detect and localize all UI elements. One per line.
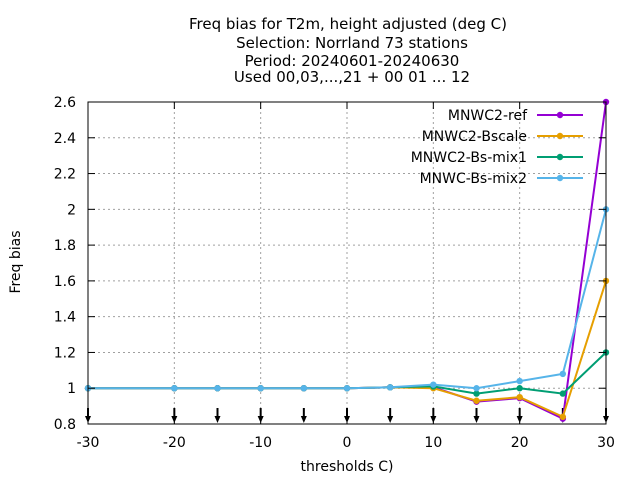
x-tick-labels: -30 -20 -10 0 10 20 30 — [77, 435, 615, 451]
chart-title: Freq bias for T2m, height adjusted (deg … — [189, 15, 507, 86]
y-tick-label: 1.8 — [54, 238, 76, 254]
x-tick-label: 0 — [343, 435, 352, 451]
series-1-point — [516, 393, 523, 401]
x-tick-label: -10 — [249, 435, 272, 451]
y-tick-label: 2.2 — [54, 167, 76, 183]
y-tick-label: 2.4 — [54, 131, 76, 147]
y-tick-label: 1.4 — [54, 310, 76, 326]
x-tick-label: 20 — [511, 435, 529, 451]
x-tick-label: -30 — [77, 435, 100, 451]
y-tick-label: 0.8 — [54, 417, 76, 433]
legend-swatch-point — [556, 174, 564, 182]
legend-label: MNWC-Bs-mix2 — [420, 171, 527, 187]
x-tick-label: -20 — [163, 435, 186, 451]
legend: MNWC2-ref MNWC2-Bscale MNWC2-Bs-mix1 MNWC-B… — [411, 108, 583, 187]
series-3-point — [430, 381, 437, 388]
title-line-3: Period: 20240601-20240630 — [245, 52, 460, 70]
series-lines — [84, 98, 610, 422]
series-1-point — [559, 413, 567, 421]
legend-swatch-point — [556, 153, 564, 161]
y-tick-label: 1.6 — [54, 274, 76, 290]
threshold-marker-arrow — [387, 416, 394, 423]
threshold-marker-arrow — [473, 416, 480, 423]
series-3-point — [559, 370, 567, 378]
legend-label: MNWC2-Bs-mix1 — [411, 150, 527, 166]
grid-lines — [88, 102, 606, 424]
y-tick-label: 2.6 — [54, 95, 76, 111]
legend-label: MNWC2-ref — [448, 108, 528, 124]
series-3-point — [473, 385, 480, 392]
series-line-3 — [88, 209, 607, 390]
y-tick-label: 2 — [67, 202, 76, 218]
legend-swatch-point — [556, 111, 564, 119]
threshold-marker-arrow — [214, 416, 221, 423]
series-2-point — [516, 385, 523, 392]
y-axis-label: Freq bias — [8, 230, 24, 293]
x-tick-label: 30 — [597, 435, 615, 451]
x-axis-label: thresholds C) — [301, 459, 394, 475]
series-3-point — [343, 385, 351, 392]
series-2-point — [473, 390, 480, 397]
series-3-point — [516, 377, 523, 385]
y-tick-labels: 0.8 1 1.2 1.4 1.6 1.8 2 2.2 2.4 2.6 — [54, 95, 76, 433]
title-line-1: Freq bias for T2m, height adjusted (deg … — [189, 15, 507, 33]
legend-swatch-point — [556, 132, 564, 140]
y-tick-label: 1 — [67, 381, 76, 397]
legend-label: MNWC2-Bscale — [422, 129, 527, 145]
series-3-point — [257, 385, 264, 392]
series-2-point — [559, 390, 567, 397]
series-line-0 — [88, 101, 607, 421]
title-line-4: Used 00,03,...,21 + 00 01 ... 12 — [234, 68, 470, 86]
series-3-point — [300, 385, 308, 392]
plot-frame — [87, 101, 607, 425]
x-tick-label: 10 — [424, 435, 442, 451]
y-tick-label: 1.2 — [54, 345, 76, 361]
series-3-point — [214, 385, 221, 392]
series-3-point — [171, 385, 178, 392]
threshold-marker-arrow — [300, 416, 307, 423]
series-1-point — [473, 397, 480, 404]
title-line-2: Selection: Norrland 73 stations — [236, 34, 468, 52]
series-3-point — [386, 384, 394, 391]
